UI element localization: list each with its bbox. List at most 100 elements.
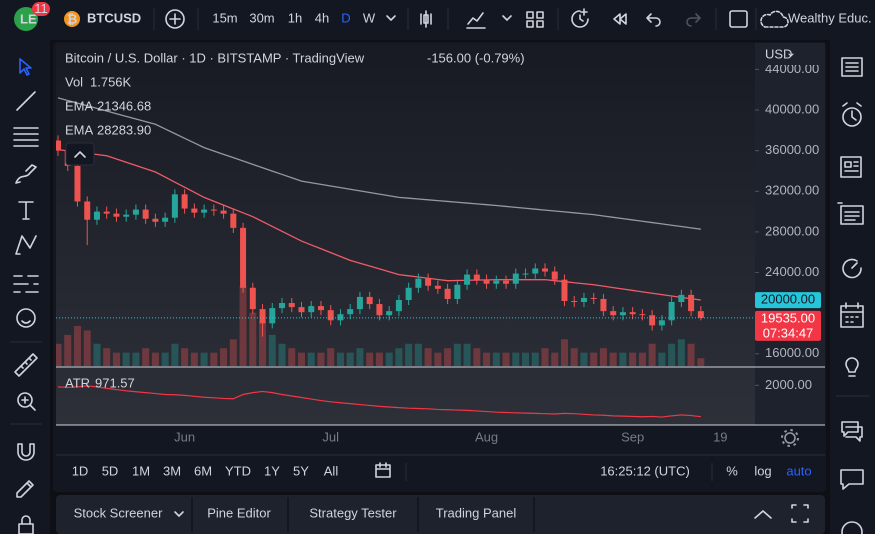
range-button[interactable]: 5D — [102, 463, 119, 478]
prediction-tool[interactable] — [13, 275, 39, 293]
volume-bar — [405, 343, 413, 366]
trend-line-tool[interactable] — [16, 91, 36, 111]
panel-tab[interactable]: Trading Panel — [436, 505, 517, 520]
chats-button[interactable] — [841, 421, 863, 442]
ema-legend-name: EMA — [65, 98, 94, 113]
interval-menu[interactable] — [386, 15, 396, 21]
volume-bar — [190, 352, 198, 366]
fullscreen-button[interactable] — [729, 10, 748, 28]
candle-body — [561, 279, 568, 301]
panel-tabs: Stock Screener Pine Editor Strategy Tester… — [74, 497, 535, 532]
volume-bar — [268, 334, 276, 366]
symbol[interactable]: BTCUSD — [87, 10, 141, 25]
cloud-icon[interactable] — [760, 10, 789, 28]
candle-body — [532, 268, 539, 274]
help-button[interactable] — [841, 521, 863, 534]
panel-tab[interactable]: Strategy Tester — [309, 505, 397, 520]
interval[interactable]: 1h — [288, 10, 302, 25]
pattern-tool[interactable] — [15, 235, 37, 255]
candle-body — [230, 213, 237, 228]
currency[interactable]: USD — [765, 46, 792, 61]
cursor-tool[interactable] — [19, 58, 32, 76]
interval[interactable]: 15m — [212, 10, 237, 25]
volume-bar — [677, 339, 685, 366]
price-change: -156.00 (-0.79%) — [427, 50, 525, 65]
volume-bar — [249, 312, 257, 366]
alerts-button[interactable] — [842, 107, 862, 127]
panel-expand[interactable] — [754, 510, 772, 519]
replay-button[interactable] — [613, 13, 627, 25]
candle-body — [249, 287, 256, 310]
volume-bar — [551, 352, 559, 366]
range-button[interactable]: 1Y — [264, 463, 280, 478]
lock-drawings-tool[interactable] — [16, 480, 34, 498]
countdown: 07:34:47 — [763, 325, 814, 340]
volume-bar — [93, 343, 101, 366]
indicators-menu[interactable] — [502, 15, 512, 21]
lock-tool[interactable] — [18, 515, 34, 534]
range-button[interactable]: 6M — [194, 463, 212, 478]
scale-option[interactable]: auto — [786, 463, 811, 478]
volume-bar — [531, 352, 539, 366]
candle-body — [376, 304, 383, 316]
alert-button[interactable] — [571, 8, 589, 28]
panel-tab[interactable]: Stock Screener — [74, 505, 164, 520]
volume-bar — [239, 286, 247, 366]
data-window-button[interactable] — [842, 258, 862, 279]
panel-maximize[interactable] — [791, 504, 809, 523]
range-button[interactable]: YTD — [225, 463, 251, 478]
indicators-button[interactable] — [466, 12, 486, 29]
last-price-box — [755, 310, 821, 341]
redo-button[interactable] — [686, 13, 701, 27]
candle-body — [308, 306, 315, 313]
legend-collapse[interactable] — [65, 142, 95, 166]
fib-tool[interactable] — [13, 127, 39, 147]
screener-menu[interactable] — [174, 511, 184, 517]
undo-button[interactable] — [646, 13, 661, 27]
interval[interactable]: 4h — [315, 10, 329, 25]
candle-body — [503, 280, 510, 284]
measure-tool[interactable] — [14, 353, 38, 377]
icon-tool[interactable] — [16, 308, 36, 328]
panel-tab[interactable]: Pine Editor — [207, 505, 271, 520]
magnet-tool[interactable] — [17, 443, 35, 461]
interval[interactable]: 30m — [249, 10, 274, 25]
range-button[interactable]: 3M — [163, 463, 181, 478]
volume-bar — [434, 352, 442, 366]
candle-body — [590, 297, 597, 299]
ideas-button[interactable] — [845, 357, 859, 377]
text-tool[interactable] — [18, 201, 34, 220]
watchlist-button[interactable] — [841, 57, 863, 77]
layouts-button[interactable] — [526, 11, 544, 28]
volume-bar — [210, 352, 218, 366]
currency-menu[interactable] — [788, 53, 794, 57]
range-button[interactable]: 5Y — [293, 463, 309, 478]
brush-tool[interactable] — [15, 164, 37, 184]
settings-button[interactable] — [784, 432, 796, 444]
date-range-button[interactable] — [375, 462, 391, 478]
chart-style-button[interactable] — [420, 10, 432, 28]
scale-option[interactable]: log — [754, 463, 771, 478]
interval[interactable]: W — [363, 10, 376, 25]
compare-button[interactable] — [165, 9, 185, 29]
messages-button[interactable] — [840, 469, 864, 490]
icon-tool-smile — [21, 320, 31, 324]
volume-bar — [560, 339, 568, 366]
news-button[interactable] — [840, 156, 862, 178]
zoom-tool[interactable] — [17, 392, 33, 408]
range-button[interactable]: All — [324, 463, 339, 478]
range-button[interactable]: 1D — [72, 463, 89, 478]
candle-body — [473, 274, 480, 280]
notes-button[interactable] — [837, 202, 864, 225]
volume-bar — [424, 348, 432, 366]
clock[interactable]: 16:25:12 (UTC) — [600, 463, 690, 478]
candle-body — [298, 307, 305, 313]
scale-option[interactable]: % — [726, 463, 738, 478]
candle-body — [551, 271, 558, 280]
range-button[interactable]: 1M — [132, 463, 150, 478]
account-name[interactable]: Wealthy Educ. — [788, 10, 872, 25]
calendar-button[interactable] — [840, 302, 864, 328]
interval[interactable]: D — [341, 10, 350, 25]
candle-body — [132, 209, 139, 215]
avatar[interactable] — [14, 7, 38, 31]
